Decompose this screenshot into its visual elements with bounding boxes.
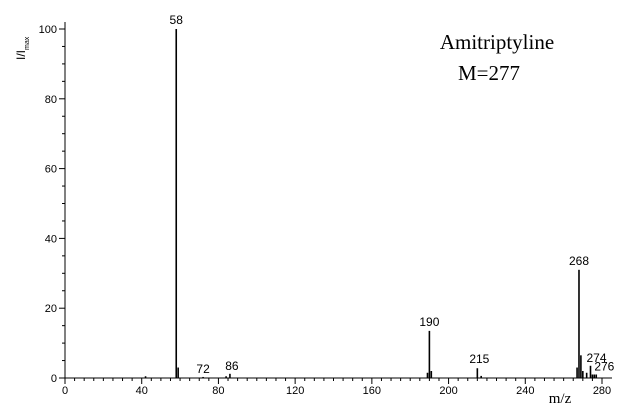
peak-label: 276 [594, 360, 614, 374]
chart-title: Amitriptyline [440, 30, 554, 54]
peak-label: 72 [196, 362, 210, 376]
y-major-ticks: 0 20 40 60 80 100 [39, 24, 65, 385]
x-tick-label: 40 [136, 385, 148, 397]
x-tick-label: 160 [363, 385, 381, 397]
x-tick-label: 120 [286, 385, 304, 397]
peak-label: 274 [586, 351, 606, 365]
svg-text:I/Imax: I/Imax [14, 36, 31, 60]
y-tick-label: 60 [45, 164, 57, 176]
y-tick-label: 20 [45, 303, 57, 315]
x-tick-label: 280 [593, 385, 611, 397]
x-tick-label: 0 [62, 385, 68, 397]
peak-label: 58 [170, 13, 184, 27]
x-major-ticks: 0 40 80 120 160 200 240 280 [62, 378, 611, 397]
y-axis-label: I/Imax [14, 36, 31, 60]
y-tick-label: 40 [45, 233, 57, 245]
y-axis-label-main: I/I [14, 50, 28, 60]
peak-label: 215 [469, 352, 489, 366]
peak-label: 268 [569, 254, 589, 268]
y-tick-label: 80 [45, 94, 57, 106]
y-axis-label-sub: max [24, 36, 31, 50]
y-tick-label: 0 [51, 373, 57, 385]
x-tick-label: 240 [516, 385, 534, 397]
peaks [144, 29, 598, 378]
plot-frame [64, 22, 612, 379]
peak-label: 190 [419, 315, 439, 329]
chart-subtitle: M=277 [458, 61, 520, 85]
y-tick-label: 100 [39, 24, 57, 36]
x-tick-label: 200 [439, 385, 457, 397]
x-axis-label: m/z [549, 391, 572, 407]
x-tick-label: 80 [212, 385, 224, 397]
y-minor-ticks [62, 45, 65, 362]
peak-label: 86 [225, 359, 239, 373]
x-minor-ticks [74, 378, 593, 381]
